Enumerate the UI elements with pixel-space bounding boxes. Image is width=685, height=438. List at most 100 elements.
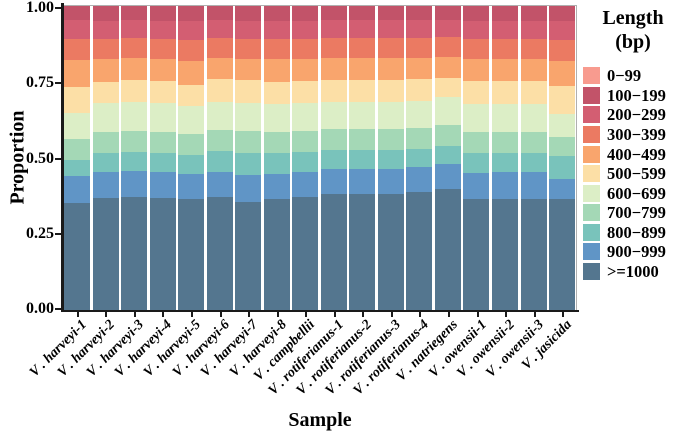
bar-segment <box>406 148 433 167</box>
bar-segment <box>491 172 518 200</box>
bar-segment <box>320 149 347 169</box>
legend-item: >=1000 <box>583 262 683 282</box>
legend-item-label: >=1000 <box>607 262 659 282</box>
legend-title-line2: (bp) <box>615 31 651 53</box>
bar-segment <box>64 160 91 176</box>
bar-segment <box>64 60 91 87</box>
bar-segment <box>92 6 119 21</box>
legend-swatch <box>583 184 600 202</box>
bar-segment <box>463 38 490 59</box>
legend-title-line1: Length <box>602 7 664 29</box>
legend-item-label: 700−799 <box>607 203 666 223</box>
x-tick-mark <box>162 312 165 317</box>
y-tick-label: 0.25 <box>26 224 54 242</box>
bar-segment <box>377 168 404 194</box>
bar-segment <box>206 19 233 38</box>
stacked-bar <box>178 6 205 310</box>
bar-segment <box>349 101 376 129</box>
stacked-bar <box>377 6 404 310</box>
bar-segment <box>121 151 148 171</box>
bar-segment <box>320 168 347 194</box>
legend-item: 900−999 <box>583 243 683 261</box>
bar-segment <box>149 80 176 104</box>
bar-segment <box>377 19 404 38</box>
stacked-bar <box>263 6 290 310</box>
y-tick-label: 1.00 <box>26 0 54 16</box>
legend-item: 500−599 <box>583 165 683 183</box>
bar-segment <box>406 191 433 310</box>
bar-segment <box>64 86 91 113</box>
bar-segment <box>149 103 176 132</box>
bar-segment <box>463 172 490 199</box>
bar-segment <box>121 37 148 58</box>
bar-segment <box>349 128 376 150</box>
y-tick-mark <box>55 157 61 160</box>
bar-segment <box>520 131 547 153</box>
bar-segment <box>206 101 233 130</box>
x-tick-mark <box>133 312 136 317</box>
y-axis-line <box>61 3 64 312</box>
bar-segment <box>206 150 233 172</box>
legend-swatch <box>583 125 600 143</box>
bar-segment <box>121 6 148 20</box>
x-tick-mark <box>105 312 108 317</box>
legend-item: 300−399 <box>583 125 683 143</box>
bar-segment <box>406 166 433 192</box>
bar-segment <box>349 193 376 310</box>
x-tick-mark <box>562 312 565 317</box>
x-axis-line <box>61 310 579 312</box>
bar-segment <box>263 58 290 82</box>
x-axis-title: Sample <box>288 409 352 431</box>
bar-segment <box>292 20 319 39</box>
bar-segment <box>235 201 262 310</box>
bar-segment <box>349 57 376 80</box>
bar-segment <box>263 174 290 199</box>
legend-item-label: 100−199 <box>607 85 666 105</box>
bar-segment <box>64 38 91 61</box>
bar-segment <box>377 149 404 169</box>
bar-segment <box>491 58 518 81</box>
bar-segment <box>235 130 262 153</box>
bar-segment <box>320 6 347 20</box>
bar-segment <box>434 124 461 146</box>
bar-segment <box>235 58 262 81</box>
bar-segment <box>406 100 433 128</box>
bar-segment <box>406 19 433 38</box>
y-tick-mark <box>55 308 61 310</box>
bar-segment <box>349 37 376 58</box>
bar-segment <box>520 58 547 81</box>
y-tick-mark <box>55 7 61 9</box>
y-tick-label: 0.50 <box>26 149 54 167</box>
bar-segment <box>206 78 233 102</box>
legend-swatch <box>583 165 600 183</box>
bar-segment <box>92 103 119 132</box>
bar-segment <box>92 38 119 59</box>
bar-segment <box>178 133 205 155</box>
bar-segment <box>263 20 290 39</box>
bar-segment <box>121 19 148 38</box>
bar-segment <box>178 174 205 200</box>
bar-segment <box>92 20 119 39</box>
bar-segment <box>463 6 490 21</box>
bar-segment <box>64 19 91 39</box>
bar-segment <box>320 101 347 129</box>
bar-segment <box>121 130 148 152</box>
bar-segment <box>549 199 576 310</box>
bar-segment <box>320 37 347 58</box>
bar-segment <box>549 155 576 180</box>
bar-segment <box>121 196 148 310</box>
bar-segment <box>263 6 290 21</box>
bar-segment <box>377 57 404 80</box>
bar-segment <box>292 38 319 59</box>
bar-segment <box>549 39 576 61</box>
bar-segment <box>549 60 576 86</box>
bar-segment <box>292 80 319 103</box>
bar-segment <box>377 6 404 20</box>
bar-segment <box>149 131 176 153</box>
legend-item: 100−199 <box>583 85 683 105</box>
bar-segment <box>491 6 518 21</box>
legend-swatch <box>583 243 600 261</box>
bar-segment <box>92 152 119 172</box>
bar-segment <box>320 19 347 38</box>
bar-segment <box>406 78 433 101</box>
